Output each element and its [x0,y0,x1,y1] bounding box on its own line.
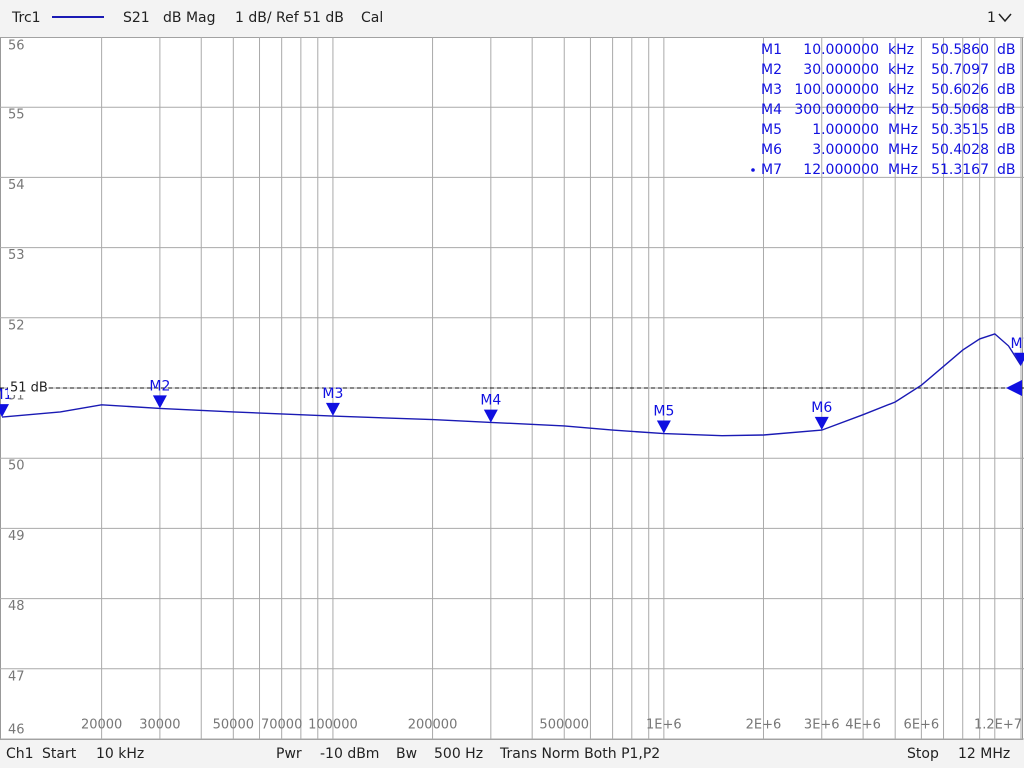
marker [814,416,829,430]
x-tick-label: 200000 [408,718,458,733]
y-tick-label: 48 [8,599,25,614]
marker-x-unit: kHz [888,82,914,98]
y-tick-label: 55 [8,108,25,123]
active-marker-dot [751,168,755,172]
marker [152,395,167,409]
marker-value: 50.5068 [931,102,989,118]
marker-x-unit: kHz [888,42,914,58]
marker [656,420,671,434]
marker-x: 10.000000 [803,42,879,58]
footer-start-label: Start [42,746,77,762]
x-tick-label: 1E+6 [646,718,682,733]
footer-stop-label: Stop [907,746,939,762]
y-tick-label: 56 [8,39,25,54]
marker-label: M6 [811,400,832,416]
reference-arrow [1006,380,1022,396]
reference-label: 51 dB [10,381,48,396]
marker-name: M3 [761,82,782,98]
footer-mode[interactable]: Trans Norm Both P1,P2 [499,746,660,762]
y-tick-label: 53 [8,248,25,263]
marker-label: M7 [1011,336,1024,352]
marker-unit: dB [997,42,1016,58]
marker-value: 51.3167 [931,162,989,178]
marker-name: M4 [761,102,782,118]
marker-label: M5 [653,404,674,420]
marker-name: M6 [761,142,782,158]
y-tick-label: 50 [8,459,25,474]
marker-label: M4 [480,393,501,409]
x-tick-label: 20000 [81,718,122,733]
footer-bw-label: Bw [396,746,417,762]
marker [325,402,340,416]
x-tick-label: 500000 [539,718,589,733]
marker-name: M7 [761,162,782,178]
format[interactable]: dB Mag [163,10,216,26]
channel-selector[interactable]: 1 [987,10,996,26]
footer-stop[interactable]: 12 MHz [958,746,1010,762]
marker-x: 300.000000 [794,102,879,118]
x-tick-label: 2E+6 [746,718,782,733]
marker-x-unit: MHz [888,122,918,138]
marker-name: M2 [761,62,782,78]
marker-x: 12.000000 [803,162,879,178]
marker-unit: dB [997,62,1016,78]
x-tick-label: 100000 [308,718,358,733]
marker-unit: dB [997,102,1016,118]
footer-bw[interactable]: 500 Hz [434,746,483,762]
marker-unit: dB [997,82,1016,98]
marker-x-unit: MHz [888,142,918,158]
marker-x: 3.000000 [812,142,879,158]
marker-value: 50.3515 [931,122,989,138]
marker-unit: dB [997,162,1016,178]
x-tick-label: 1.2E+7 [974,718,1022,733]
marker-label: M3 [322,386,343,402]
footer-start[interactable]: 10 kHz [96,746,144,762]
marker-value: 50.7097 [931,62,989,78]
footer-bar [0,740,1024,768]
marker-value: 50.5860 [931,42,989,58]
marker-name: M1 [761,42,782,58]
marker-x-unit: kHz [888,62,914,78]
marker-value: 50.4028 [931,142,989,158]
marker-x: 100.000000 [794,82,879,98]
marker [1014,352,1024,366]
y-tick-label: 47 [8,669,25,684]
plot-area: M1 M2 M3 M4 M5 M6 M7 [0,37,1024,740]
header-bar [0,0,1024,37]
marker-unit: dB [997,142,1016,158]
marker-table: M1 10.000000 kHz 50.5860 dB M2 30.000000 kHz 50.… [751,42,1016,178]
marker-x-unit: kHz [888,102,914,118]
x-tick-label: 30000 [139,718,180,733]
cal[interactable]: Cal [361,10,383,26]
y-tick-label: 54 [8,178,25,193]
marker-name: M5 [761,122,782,138]
parameter[interactable]: S21 [123,10,150,26]
footer-power[interactable]: -10 dBm [320,746,379,762]
dropdown-chevron[interactable] [998,13,1012,23]
x-tick-label: 3E+6 [804,718,840,733]
y-tick-label: 49 [8,529,25,544]
trace-line [1,333,1022,437]
marker [483,409,498,423]
reference-label-bg [8,379,48,395]
x-tick-label: 4E+6 [845,718,881,733]
x-tick-label: 70000 [261,718,302,733]
y-tick-label: 46 [8,723,25,738]
marker-x: 1.000000 [812,122,879,138]
x-tick-label: 50000 [213,718,254,733]
marker [0,404,9,418]
marker-label: M2 [149,378,170,394]
marker-value: 50.6026 [931,82,989,98]
marker-x-unit: MHz [888,162,918,178]
scale[interactable]: 1 dB/ Ref 51 dB [235,10,344,26]
marker-unit: dB [997,122,1016,138]
y-tick-label: 52 [8,318,25,333]
footer-channel: Ch1 [6,746,34,762]
x-tick-label: 6E+6 [904,718,940,733]
trace-label[interactable]: Trc1 [11,10,41,26]
footer-power-label: Pwr [276,746,302,762]
marker-x: 30.000000 [803,62,879,78]
